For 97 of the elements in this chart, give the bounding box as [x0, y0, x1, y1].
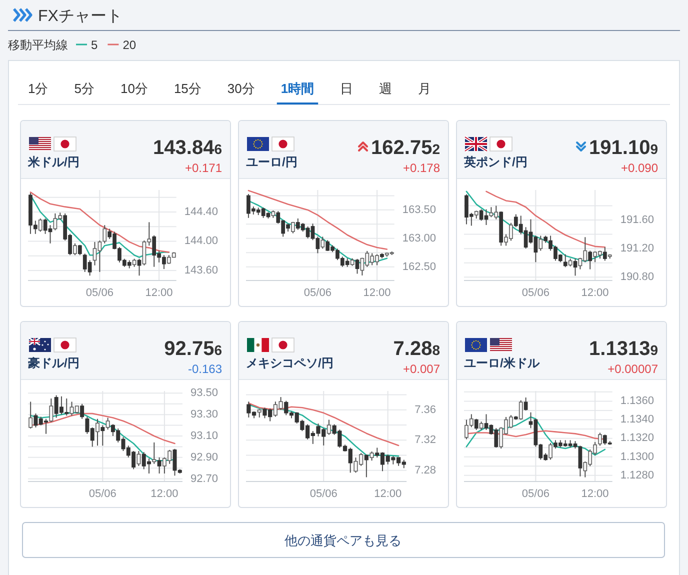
y-tick-label: 92.90	[190, 451, 218, 464]
text: 92.756	[164, 338, 222, 360]
text: 1分	[28, 81, 48, 96]
x-tick-label: 12:00	[374, 488, 402, 500]
text: 30分	[227, 81, 255, 96]
candlestick	[157, 456, 162, 474]
line-series	[486, 190, 606, 248]
x-tick-label: 05/06	[310, 488, 338, 500]
candlestick	[326, 419, 332, 436]
y-tick-label: 163.50	[402, 204, 436, 216]
candlestick	[80, 403, 84, 420]
text: +0.178	[402, 161, 440, 175]
text: 10分	[120, 81, 148, 96]
y-tick-label: 191.60	[620, 214, 654, 226]
x-tick-label: 05/06	[304, 287, 332, 299]
candlestick	[573, 258, 578, 276]
text: -0.163	[188, 362, 222, 376]
text: 7.288	[393, 338, 440, 360]
text: 日	[340, 81, 354, 96]
y-tick-label: 93.50	[190, 387, 218, 400]
candlestick	[370, 451, 374, 462]
text: 1時間	[280, 81, 314, 96]
text: 162.752	[371, 137, 440, 159]
y-tick-label: 1.1280	[620, 469, 654, 482]
y-tick-label: 92.70	[190, 472, 218, 485]
text: 1.13139	[589, 338, 658, 360]
candlestick	[320, 236, 325, 250]
x-tick-label: 05/06	[522, 287, 550, 299]
text: 191.109	[589, 137, 658, 159]
x-tick-label: 05/06	[522, 488, 550, 500]
candlestick	[102, 224, 107, 244]
text: +0.00007	[608, 362, 658, 376]
chart-title: 豪ドル/円	[27, 356, 80, 370]
y-tick-label: 1.1340	[620, 414, 654, 426]
y-tick-label: 190.80	[620, 271, 654, 284]
chart-title: ユーロ/米ドル	[464, 356, 540, 370]
y-tick-label: 1.1320	[620, 432, 654, 444]
text: 5分	[74, 81, 94, 96]
text: FXチャート	[38, 8, 122, 25]
legend-label: 5	[91, 38, 98, 52]
x-tick-label: 12:00	[363, 287, 391, 299]
x-tick-label: 05/06	[86, 287, 114, 299]
text: +0.171	[184, 161, 222, 175]
candlestick	[598, 432, 602, 446]
candlestick	[28, 401, 33, 429]
candlestick	[106, 417, 110, 430]
text: 143.846	[153, 137, 222, 159]
y-tick-label: 7.32	[414, 434, 436, 446]
candlestick	[524, 396, 528, 411]
y-tick-label: 93.30	[190, 408, 218, 420]
candlestick	[96, 418, 100, 446]
legend-title: 移動平均線	[8, 38, 68, 52]
candlestick	[152, 442, 156, 464]
x-tick-label: 12:00	[581, 287, 609, 299]
candlestick	[548, 442, 552, 460]
y-tick-label: 7.28	[414, 464, 436, 476]
candlestick	[474, 418, 478, 430]
candlestick	[100, 424, 105, 446]
candlestick	[136, 450, 141, 466]
y-tick-label: 162.50	[402, 260, 436, 273]
x-tick-label: 12:00	[581, 488, 609, 500]
line-series	[466, 190, 606, 262]
candlestick	[38, 218, 42, 232]
chart-title: ユーロ/円	[246, 155, 298, 169]
candlestick	[602, 246, 607, 262]
y-tick-label: 144.40	[184, 206, 218, 218]
x-tick-label: 12:00	[145, 287, 173, 299]
y-tick-label: 1.1300	[620, 450, 654, 463]
candlestick	[73, 242, 77, 256]
chart-title: メキシコペソ/円	[246, 356, 334, 370]
y-tick-label: 163.00	[402, 232, 436, 244]
candlestick	[364, 454, 368, 478]
x-tick-label: 05/06	[88, 488, 116, 500]
y-tick-label: 144.00	[184, 235, 218, 248]
text: +0.007	[402, 362, 440, 376]
y-tick-label: 93.10	[190, 430, 218, 442]
text: 他の通貨ペアも見る	[284, 533, 402, 548]
candlestick	[538, 235, 543, 252]
candlestick	[563, 254, 568, 268]
chart-title: 英ポンド/円	[463, 155, 528, 169]
text: 月	[418, 81, 432, 96]
line-series	[248, 402, 400, 446]
candlestick	[355, 258, 360, 274]
chart-title: 米ドル/円	[27, 155, 80, 169]
text: 15分	[174, 81, 202, 96]
y-tick-label: 191.20	[620, 242, 654, 254]
candlestick	[588, 250, 592, 270]
legend-label: 20	[122, 38, 136, 52]
candlestick	[49, 398, 54, 423]
text: +0.090	[620, 161, 658, 175]
x-tick-label: 12:00	[150, 488, 178, 500]
y-tick-label: 1.1360	[620, 395, 654, 408]
candlestick	[518, 400, 523, 420]
candlestick	[137, 258, 142, 276]
y-tick-label: 7.36	[414, 404, 436, 416]
text: 週	[379, 81, 392, 96]
y-tick-label: 143.60	[184, 264, 218, 276]
